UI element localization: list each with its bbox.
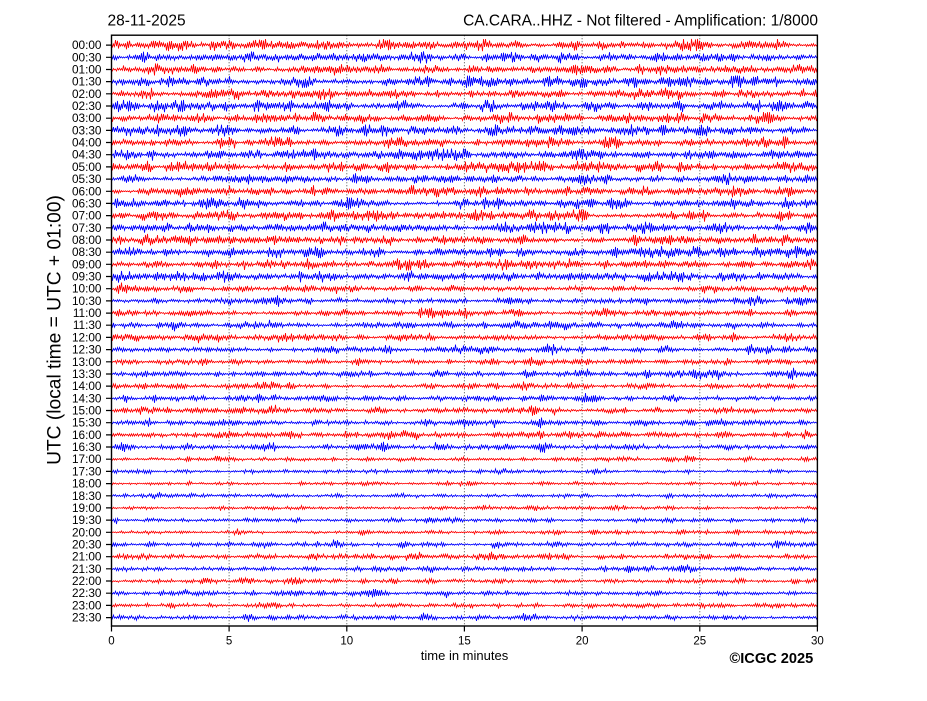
svg-text:08:30: 08:30 [72, 245, 102, 259]
svg-text:00:30: 00:30 [72, 50, 102, 64]
svg-text:21:30: 21:30 [72, 562, 102, 576]
svg-text:09:30: 09:30 [72, 270, 102, 284]
svg-text:0: 0 [108, 635, 114, 647]
svg-text:03:30: 03:30 [72, 123, 102, 137]
svg-text:05:30: 05:30 [72, 172, 102, 186]
svg-text:12:30: 12:30 [72, 343, 102, 357]
svg-text:28-11-2025: 28-11-2025 [108, 13, 186, 30]
svg-text:11:00: 11:00 [73, 306, 102, 320]
svg-text:time in minutes: time in minutes [421, 648, 509, 663]
svg-text:01:00: 01:00 [72, 63, 102, 77]
svg-text:17:00: 17:00 [72, 452, 102, 466]
svg-text:01:30: 01:30 [72, 75, 102, 89]
svg-text:16:30: 16:30 [72, 440, 102, 454]
svg-text:04:00: 04:00 [72, 136, 102, 150]
svg-text:11:30: 11:30 [73, 318, 102, 332]
svg-text:CA.CARA..HHZ - Not filtered -: CA.CARA..HHZ - Not filtered - Amplificat… [463, 13, 818, 30]
svg-text:20:30: 20:30 [72, 538, 102, 552]
svg-text:07:00: 07:00 [72, 209, 102, 223]
svg-text:09:00: 09:00 [72, 257, 102, 271]
svg-text:18:00: 18:00 [72, 477, 102, 491]
svg-text:02:00: 02:00 [72, 87, 102, 101]
svg-text:06:30: 06:30 [72, 196, 102, 210]
svg-text:15:30: 15:30 [72, 416, 102, 430]
svg-text:5: 5 [226, 635, 232, 647]
svg-text:10: 10 [340, 635, 353, 647]
svg-text:00:00: 00:00 [72, 38, 102, 52]
svg-text:23:30: 23:30 [72, 611, 102, 625]
svg-text:17:30: 17:30 [72, 464, 102, 478]
svg-text:10:00: 10:00 [72, 282, 102, 296]
svg-text:07:30: 07:30 [72, 221, 102, 235]
svg-text:06:00: 06:00 [72, 184, 102, 198]
svg-text:05:00: 05:00 [72, 160, 102, 174]
svg-text:10:30: 10:30 [72, 294, 102, 308]
svg-text:21:00: 21:00 [72, 550, 102, 564]
svg-text:08:00: 08:00 [72, 233, 102, 247]
svg-text:15: 15 [458, 635, 471, 647]
svg-text:22:30: 22:30 [72, 586, 102, 600]
svg-text:13:00: 13:00 [72, 355, 102, 369]
svg-text:20:00: 20:00 [72, 525, 102, 539]
svg-text:13:30: 13:30 [72, 367, 102, 381]
svg-text:22:00: 22:00 [72, 574, 102, 588]
svg-text:19:00: 19:00 [72, 501, 102, 515]
svg-text:25: 25 [693, 635, 706, 647]
svg-text:18:30: 18:30 [72, 489, 102, 503]
svg-text:20: 20 [576, 635, 589, 647]
svg-text:UTC (local time = UTC + 01:00): UTC (local time = UTC + 01:00) [45, 195, 66, 465]
svg-text:15:00: 15:00 [72, 404, 102, 418]
svg-text:03:00: 03:00 [72, 111, 102, 125]
svg-text:30: 30 [811, 635, 824, 647]
svg-text:14:00: 14:00 [72, 379, 102, 393]
svg-text:©ICGC 2025: ©ICGC 2025 [730, 651, 814, 667]
svg-text:04:30: 04:30 [72, 148, 102, 162]
svg-text:12:00: 12:00 [72, 330, 102, 344]
svg-text:16:00: 16:00 [72, 428, 102, 442]
svg-text:02:30: 02:30 [72, 99, 102, 113]
svg-text:14:30: 14:30 [72, 391, 102, 405]
svg-text:19:30: 19:30 [72, 513, 102, 527]
svg-text:23:00: 23:00 [72, 598, 102, 612]
